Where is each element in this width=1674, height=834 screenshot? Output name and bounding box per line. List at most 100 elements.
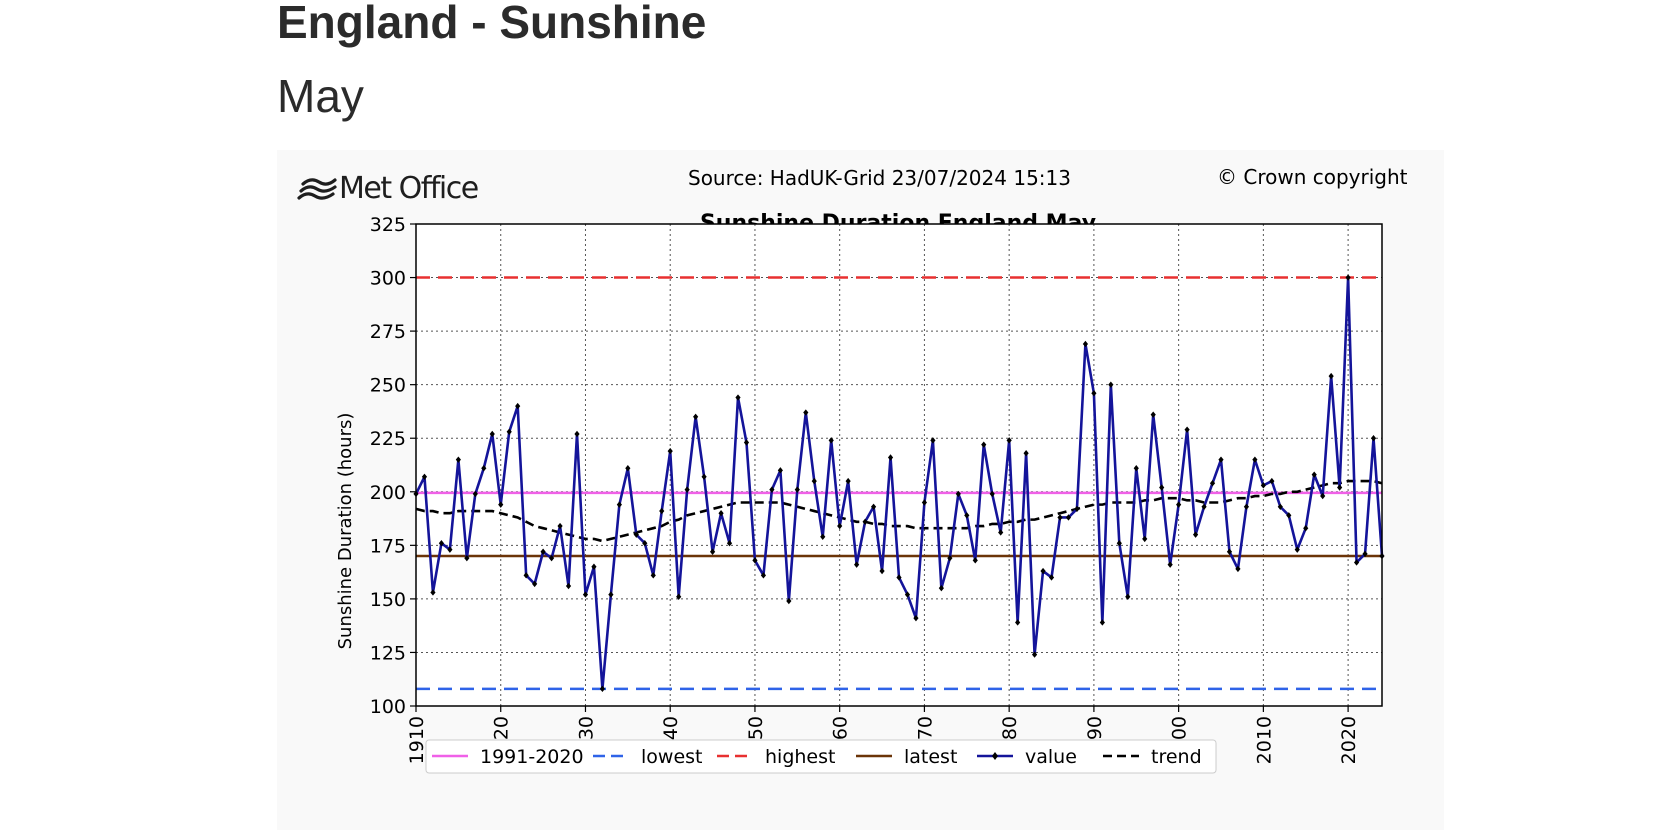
legend-label-trend: trend <box>1151 746 1202 768</box>
value-point <box>574 430 580 438</box>
value-point <box>1362 550 1368 558</box>
value-point <box>1286 512 1292 519</box>
value-point <box>1235 565 1241 573</box>
legend-label-highest: highest <box>765 746 835 768</box>
x-tick-label: 2010 <box>1253 716 1275 764</box>
value-point <box>1328 372 1334 380</box>
copyright-text: © Crown copyright <box>1217 165 1408 189</box>
value-point <box>1252 456 1258 463</box>
value-point <box>684 486 690 493</box>
value-point <box>1031 651 1038 658</box>
value-point <box>1099 619 1105 626</box>
value-point <box>896 574 902 581</box>
value-point <box>650 572 656 579</box>
value-point <box>1150 411 1156 418</box>
value-point <box>1345 274 1351 281</box>
value-point <box>1023 450 1029 457</box>
reference-lines <box>416 276 1382 691</box>
value-point <box>659 507 665 515</box>
value-point <box>1040 567 1046 575</box>
value-point <box>1116 539 1122 547</box>
y-tick-label: 275 <box>370 321 406 343</box>
value-point <box>1209 480 1216 487</box>
x-tick-label: 2020 <box>1338 716 1360 764</box>
value-point <box>676 593 682 600</box>
trend-line <box>415 479 1383 543</box>
value-point <box>557 522 563 530</box>
value-point <box>989 490 995 498</box>
legend-label-latest: latest <box>904 746 957 768</box>
value-point <box>794 486 800 493</box>
value-point <box>1311 471 1317 478</box>
value-point <box>1108 381 1114 388</box>
value-point <box>506 428 512 435</box>
value-point <box>1091 390 1097 397</box>
value-point <box>693 413 699 420</box>
value-point <box>972 557 978 564</box>
logo-text: Met Office <box>339 171 478 206</box>
value-point <box>769 486 775 493</box>
value-point <box>421 473 428 480</box>
sunshine-chart: Met Office Source: HadUK-Grid 23/07/2024… <box>297 165 1408 774</box>
legend-label-1991-2020: 1991-2020 <box>480 746 584 768</box>
y-tick-label: 125 <box>370 642 406 664</box>
value-point <box>599 685 606 693</box>
value-point <box>1370 435 1377 442</box>
value-point <box>981 441 987 448</box>
value-point <box>591 563 597 570</box>
value-point <box>667 447 673 455</box>
value-point <box>1337 484 1343 491</box>
value-point <box>735 394 741 401</box>
value-point <box>1260 482 1266 489</box>
value-point <box>608 591 614 598</box>
page-title: England - Sunshine <box>277 0 707 48</box>
value-point <box>642 539 648 547</box>
value-point <box>1167 561 1173 568</box>
value-point <box>1192 531 1199 538</box>
value-point <box>1303 524 1309 532</box>
value-point <box>786 597 792 605</box>
value-point <box>532 580 538 588</box>
value-point <box>1048 574 1055 581</box>
value-point <box>1353 559 1360 566</box>
wave-lines-icon <box>297 178 337 200</box>
legend-label-lowest: lowest <box>641 746 702 768</box>
met-office-logo: Met Office <box>297 171 479 206</box>
value-point <box>1125 593 1131 600</box>
value-point <box>998 529 1004 536</box>
value-point <box>887 454 894 461</box>
value-point <box>709 548 716 555</box>
value-point <box>1294 546 1300 553</box>
plot-area <box>416 224 1382 706</box>
value-point <box>1142 535 1148 543</box>
y-tick-label: 300 <box>370 268 406 290</box>
value-point <box>1226 548 1233 555</box>
value-point <box>472 490 478 498</box>
value-point <box>701 473 707 480</box>
value-point <box>1269 477 1275 485</box>
value-point <box>548 554 555 562</box>
value-point <box>1082 340 1089 348</box>
plot-border <box>415 223 1383 707</box>
page-subtitle: May <box>277 70 364 122</box>
value-point <box>1243 503 1250 510</box>
value-point <box>837 522 843 530</box>
value-point <box>515 402 521 410</box>
value-point <box>565 582 572 590</box>
value-point <box>803 409 809 416</box>
y-tick-label: 250 <box>370 375 406 397</box>
value-point <box>625 465 631 472</box>
value-point <box>616 501 622 508</box>
value-point <box>760 572 767 579</box>
value-point <box>455 456 461 463</box>
y-axis-ticks: 100 125 150 175 200 225 250 275 300 325 <box>370 214 416 718</box>
y-tick-label: 175 <box>370 535 406 557</box>
value-point <box>1184 426 1190 433</box>
value-point <box>1320 492 1326 500</box>
value-point <box>845 477 851 485</box>
legend-marker <box>992 752 998 760</box>
value-point <box>862 518 868 525</box>
y-tick-label: 100 <box>370 696 406 718</box>
legend-label-value: value <box>1025 746 1077 768</box>
value-point <box>947 554 953 562</box>
